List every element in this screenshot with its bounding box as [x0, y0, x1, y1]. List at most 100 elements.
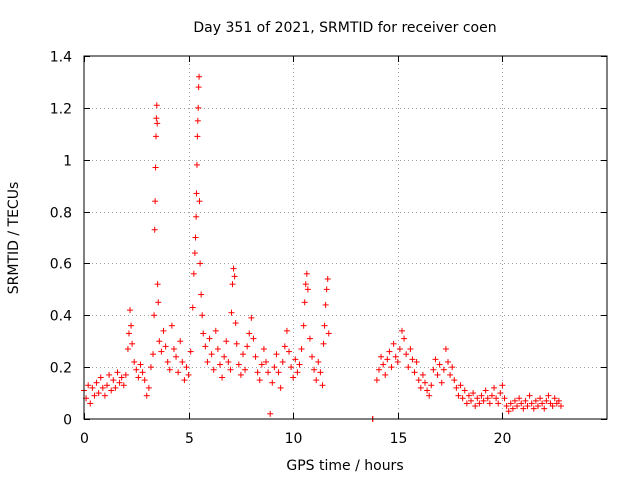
data-point — [147, 364, 154, 371]
data-point — [133, 366, 140, 373]
data-point — [518, 400, 525, 407]
data-point — [153, 115, 160, 122]
data-point — [465, 392, 472, 399]
data-point — [154, 120, 161, 127]
x-axis-label: GPS time / hours — [286, 458, 403, 474]
data-point — [526, 392, 533, 399]
data-point — [286, 348, 293, 355]
data-point — [116, 379, 123, 386]
data-point — [258, 361, 265, 368]
data-point — [430, 366, 437, 373]
data-point — [242, 366, 249, 373]
data-point — [390, 340, 397, 347]
data-point — [455, 392, 462, 399]
data-point — [436, 361, 443, 368]
data-point — [505, 408, 512, 415]
data-point — [549, 403, 556, 410]
data-point — [320, 340, 327, 347]
data-point — [168, 322, 175, 329]
data-point — [108, 387, 115, 394]
data-point — [196, 198, 203, 205]
data-point — [541, 405, 548, 412]
data-point — [210, 366, 217, 373]
y-tick-label: 0.4 — [50, 309, 72, 325]
data-point — [254, 369, 261, 376]
data-point — [206, 335, 213, 342]
data-point — [239, 351, 246, 358]
data-point — [474, 395, 481, 402]
data-point — [246, 330, 253, 337]
data-point — [199, 312, 206, 319]
data-point — [493, 395, 500, 402]
data-point — [303, 270, 310, 277]
data-point — [375, 366, 382, 373]
data-point — [204, 358, 211, 365]
chart-title: Day 351 of 2021, SRMTID for receiver coe… — [193, 20, 496, 36]
data-point — [424, 387, 431, 394]
data-point — [486, 400, 493, 407]
data-point — [520, 405, 527, 412]
data-point — [87, 400, 94, 407]
data-point — [449, 364, 456, 371]
grid-lines — [84, 56, 607, 419]
x-tick-label: 20 — [494, 431, 512, 447]
data-point — [195, 84, 202, 91]
data-point — [153, 102, 160, 109]
data-point — [413, 358, 420, 365]
x-tick-label: 5 — [185, 431, 194, 447]
data-point — [382, 371, 389, 378]
data-point — [248, 314, 255, 321]
data-point — [154, 281, 161, 288]
data-point — [185, 371, 192, 378]
data-point — [162, 343, 169, 350]
data-point — [135, 374, 142, 381]
data-point — [468, 397, 475, 404]
data-point — [501, 395, 508, 402]
data-point — [150, 351, 157, 358]
data-point — [177, 338, 184, 345]
data-point — [265, 369, 272, 376]
data-point — [528, 400, 535, 407]
data-point — [545, 392, 552, 399]
data-point — [283, 327, 290, 334]
data-point — [472, 403, 479, 410]
plot-frame — [83, 55, 608, 420]
data-point — [131, 358, 138, 365]
data-point — [260, 345, 267, 352]
data-point — [511, 397, 518, 404]
data-point — [530, 405, 537, 412]
data-point — [101, 392, 108, 399]
data-point — [294, 369, 301, 376]
data-point — [244, 343, 251, 350]
data-point — [112, 384, 119, 391]
data-point — [175, 369, 182, 376]
data-point — [95, 390, 102, 397]
data-point — [93, 379, 100, 386]
data-point — [166, 366, 173, 373]
data-point — [298, 345, 305, 352]
data-point — [194, 117, 201, 124]
data-point — [281, 343, 288, 350]
data-point — [551, 395, 558, 402]
y-tick-label: 0.6 — [50, 257, 72, 273]
data-point — [160, 327, 167, 334]
y-tick-label: 1.4 — [50, 50, 72, 66]
data-point — [127, 307, 134, 314]
data-point — [445, 358, 452, 365]
data-point — [151, 312, 158, 319]
data-point — [300, 322, 307, 329]
data-point — [183, 364, 190, 371]
data-point — [229, 281, 236, 288]
data-point — [311, 366, 318, 373]
data-point — [309, 353, 316, 360]
data-point — [223, 338, 230, 345]
data-point — [516, 395, 523, 402]
data-point — [325, 330, 332, 337]
data-point — [271, 364, 278, 371]
data-point — [120, 382, 127, 389]
data-point — [106, 371, 113, 378]
data-point — [152, 198, 159, 205]
data-point — [373, 377, 380, 384]
data-point — [315, 358, 322, 365]
